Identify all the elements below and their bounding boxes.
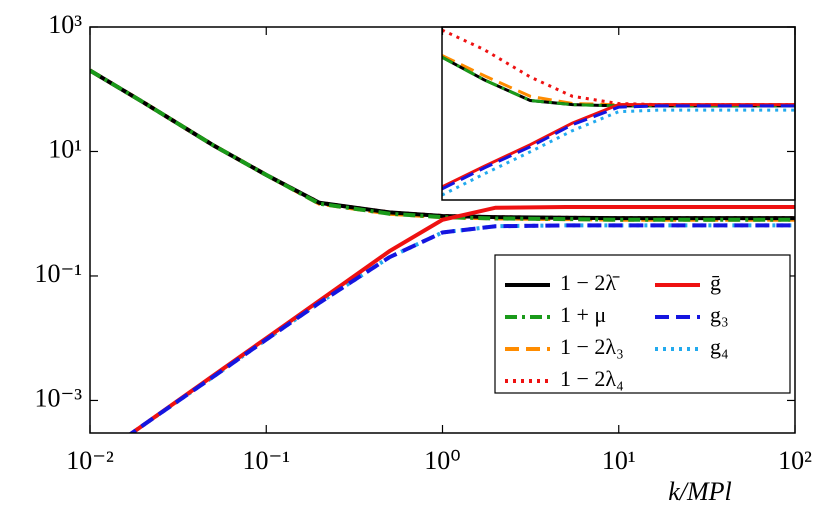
- legend-label: 1 − 2λ̄: [560, 270, 620, 295]
- legend-label: ḡ: [710, 270, 721, 295]
- series-line: [442, 103, 795, 189]
- series-line: [442, 108, 795, 197]
- x-axis-label: k/MPl: [668, 477, 732, 506]
- legend-label: 1 − 2λ₃: [560, 334, 624, 359]
- x-tick-label: 10⁰: [424, 446, 460, 475]
- series-line: [442, 104, 795, 191]
- y-tick-label: 10³: [48, 10, 82, 39]
- y-tick-label: 10¹: [48, 134, 82, 163]
- x-tick-label: 10⁻²: [66, 446, 114, 475]
- x-tick-label: 10¹: [602, 446, 636, 475]
- plot-area: [90, 68, 795, 433]
- inset-plot-area: [442, 28, 795, 197]
- legend: 1 − 2λ̄ 1 + μ 1 − 2λ₃ 1 − 2λ₄ ḡ g₃ g₄: [494, 254, 791, 394]
- x-tick-label: 10⁻¹: [242, 446, 290, 475]
- legend-label: 1 + μ: [560, 302, 606, 327]
- legend-box: [494, 254, 791, 394]
- legend-label: g₄: [710, 334, 729, 359]
- y-tick-label: 10⁻³: [34, 383, 82, 412]
- legend-label: g₃: [710, 302, 729, 327]
- series-line: [128, 223, 795, 433]
- y-tick-label: 10⁻¹: [34, 259, 82, 288]
- legend-label: 1 − 2λ₄: [560, 366, 624, 391]
- series-line: [90, 68, 795, 222]
- x-tick-label: 10²: [778, 446, 812, 475]
- inset-background: [442, 27, 795, 200]
